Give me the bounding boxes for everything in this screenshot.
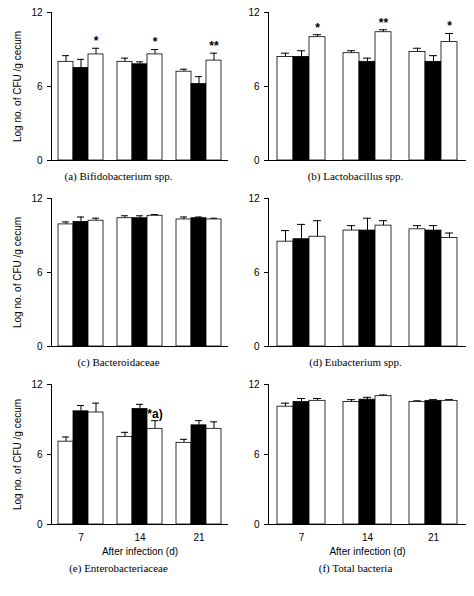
- svg-text:6: 6: [37, 81, 43, 92]
- svg-text:0: 0: [37, 155, 43, 166]
- svg-text:*: *: [447, 19, 452, 33]
- svg-text:6: 6: [254, 449, 260, 460]
- svg-text:After infection (d): After infection (d): [102, 546, 178, 557]
- svg-text:14: 14: [134, 532, 146, 543]
- html-text:(c) Bacteroidaceae: (c) Bacteroidaceae: [77, 356, 160, 368]
- svg-text:Log no. of CFU /g cecum: Log no. of CFU /g cecum: [12, 217, 23, 328]
- svg-text:Log no. of CFU /g cecum: Log no. of CFU /g cecum: [12, 399, 23, 510]
- svg-text:0: 0: [254, 341, 260, 352]
- svg-text:**: **: [379, 16, 389, 30]
- svg-text:6: 6: [37, 267, 43, 278]
- html-text:(f) Total bacteria: (f) Total bacteria: [318, 562, 393, 574]
- svg-text:12: 12: [31, 379, 43, 390]
- html-text:(a) Bifidobacterium spp.: (a) Bifidobacterium spp.: [64, 170, 173, 182]
- svg-text:12: 12: [248, 7, 260, 18]
- svg-text:12: 12: [248, 193, 260, 204]
- svg-text:6: 6: [254, 267, 260, 278]
- svg-text:12: 12: [248, 379, 260, 390]
- svg-text:7: 7: [78, 532, 84, 543]
- svg-text:14: 14: [362, 532, 374, 543]
- html-text:(d) Eubacterium spp.: (d) Eubacterium spp.: [309, 356, 402, 368]
- svg-text:0: 0: [254, 519, 260, 530]
- svg-text:After infection (d): After infection (d): [329, 546, 405, 557]
- svg-text:0: 0: [37, 341, 43, 352]
- svg-text:Log no. of CFU /g cecum: Log no. of CFU /g cecum: [12, 31, 23, 142]
- html-text:(e) Enterobacteriaceae: (e) Enterobacteriaceae: [69, 562, 168, 574]
- svg-text:*: *: [94, 34, 99, 48]
- svg-text:7: 7: [299, 532, 305, 543]
- svg-text:6: 6: [37, 449, 43, 460]
- svg-text:*: *: [315, 21, 320, 35]
- svg-text:*: *: [153, 35, 158, 49]
- svg-text:0: 0: [37, 519, 43, 530]
- html-text:(b) Lactobacillus spp.: (b) Lactobacillus spp.: [307, 170, 404, 182]
- svg-text:*a): *a): [147, 407, 162, 421]
- svg-text:6: 6: [254, 81, 260, 92]
- svg-text:**: **: [209, 39, 219, 53]
- svg-text:21: 21: [193, 532, 205, 543]
- svg-text:21: 21: [428, 532, 440, 543]
- svg-text:0: 0: [254, 155, 260, 166]
- svg-text:12: 12: [31, 7, 43, 18]
- svg-text:12: 12: [31, 193, 43, 204]
